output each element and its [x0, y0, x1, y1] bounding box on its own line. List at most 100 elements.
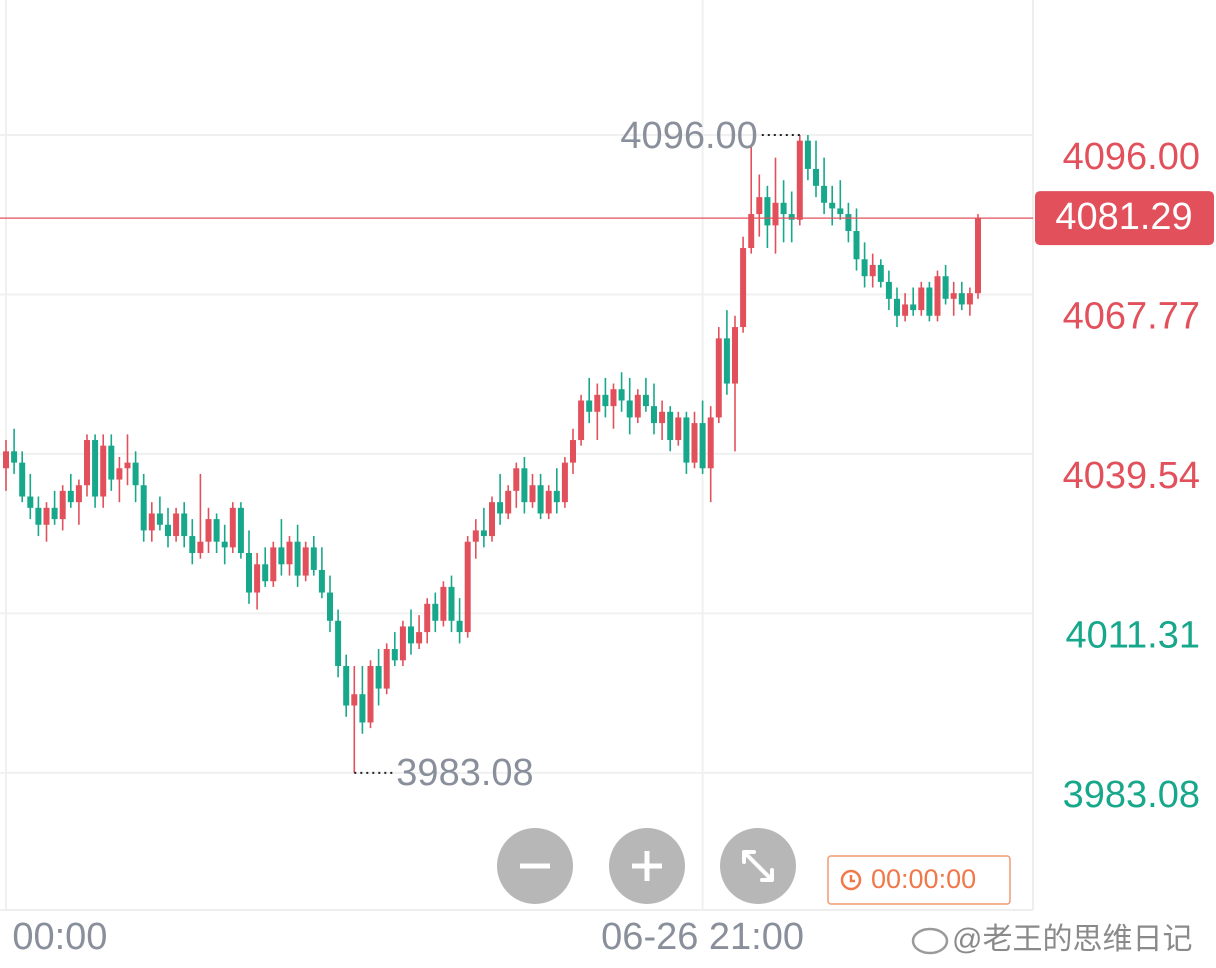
countdown-text: 00:00:00: [871, 864, 976, 894]
candle-body: [375, 665, 382, 689]
candle-body: [165, 524, 171, 537]
candle-body: [861, 259, 868, 277]
high-marker-label: 4096.00: [620, 115, 757, 157]
candle-body: [343, 665, 350, 706]
candle-body: [75, 485, 82, 503]
candle-body: [699, 423, 706, 469]
candle-body: [294, 541, 301, 576]
candle-body: [821, 185, 828, 203]
candle-body: [472, 530, 479, 542]
candle-body: [796, 140, 803, 220]
x-tick-label: 06-26 21:00: [601, 916, 804, 958]
candle-body: [740, 247, 747, 328]
candle-body: [610, 389, 617, 407]
last-price-tag: [1035, 191, 1214, 246]
candle-body: [416, 632, 423, 644]
clock-hand: [849, 875, 855, 883]
candle-body: [229, 507, 236, 548]
candle-body: [116, 468, 123, 480]
candle-body: [480, 530, 487, 537]
candle-body: [659, 411, 666, 424]
candle-body: [213, 519, 220, 542]
watermark: @老王的思维日记: [911, 923, 1192, 956]
candle-body: [553, 490, 560, 503]
candle-body: [124, 462, 131, 469]
candle-body: [310, 547, 317, 570]
y-tick-label: 4011.31: [1065, 614, 1200, 656]
candle-body: [521, 468, 528, 503]
y-tick-label: 4096.00: [1063, 136, 1200, 178]
candle-body: [221, 541, 228, 548]
candle-body: [910, 304, 917, 311]
candle-body: [173, 513, 180, 537]
countdown-border: [827, 855, 1011, 905]
candle-body: [537, 485, 544, 514]
candle-body: [966, 293, 973, 305]
candle-body: [651, 406, 657, 424]
candle-body: [43, 507, 50, 525]
candle-body: [505, 490, 512, 514]
candle-body: [408, 626, 414, 644]
candle-body: [108, 445, 115, 480]
expand-icon: [742, 850, 774, 882]
candle-body: [748, 214, 755, 248]
candle-body: [780, 202, 787, 215]
candle-body: [181, 513, 188, 537]
candle-body: [642, 394, 649, 407]
candle-body: [278, 547, 285, 565]
fullscreen-button[interactable]: [720, 828, 796, 904]
candle-body: [67, 490, 74, 503]
candle-body: [318, 569, 325, 593]
candle-body: [894, 298, 900, 316]
candle-body: [975, 218, 981, 294]
candle-body: [391, 649, 398, 661]
candle-body: [262, 564, 269, 582]
candle-body: [869, 264, 876, 277]
candle-body: [489, 502, 495, 537]
low-marker-label: 3983.08: [396, 752, 533, 794]
countdown-box: 00:00:00: [827, 855, 1011, 905]
candle-body: [367, 665, 374, 723]
candle-body: [270, 547, 277, 582]
candle-body: [302, 547, 309, 576]
candle-body: [602, 394, 609, 407]
candle-body: [934, 276, 941, 316]
candle-body: [756, 197, 763, 215]
candle-body: [764, 197, 771, 226]
candle-body: [877, 264, 884, 282]
candle-body: [286, 541, 293, 565]
candle-body: [197, 541, 204, 554]
candle-body: [594, 394, 601, 412]
candle-body: [440, 586, 447, 621]
candle-body: [853, 231, 860, 260]
y-tick-label: 3983.08: [1063, 774, 1200, 816]
candle-body: [327, 592, 333, 621]
candle-body: [335, 620, 342, 666]
candle-body: [885, 281, 892, 299]
candle-body: [675, 417, 682, 441]
candle-body: [27, 496, 34, 508]
candle-body: [359, 694, 366, 723]
zoom-out-button[interactable]: [497, 828, 573, 904]
candle-body: [19, 462, 26, 497]
candle-body: [59, 490, 66, 520]
candle-body: [432, 603, 439, 621]
candle-body: [35, 507, 42, 525]
candle-body: [148, 513, 155, 531]
candle-body: [399, 626, 406, 661]
zoom-in-button[interactable]: [609, 828, 685, 904]
candle-body: [424, 603, 431, 633]
candle-body: [513, 468, 520, 491]
candle-body: [942, 276, 949, 299]
candle-body: [958, 293, 965, 305]
candle-body: [254, 564, 261, 593]
candle-body: [156, 513, 163, 525]
candle-body: [578, 400, 585, 441]
candle-body: [902, 304, 909, 316]
candle-body: [100, 445, 107, 497]
weibo-icon: [911, 927, 949, 955]
candle-body: [683, 417, 690, 463]
candle-body: [132, 462, 139, 486]
candle-body: [829, 202, 836, 209]
